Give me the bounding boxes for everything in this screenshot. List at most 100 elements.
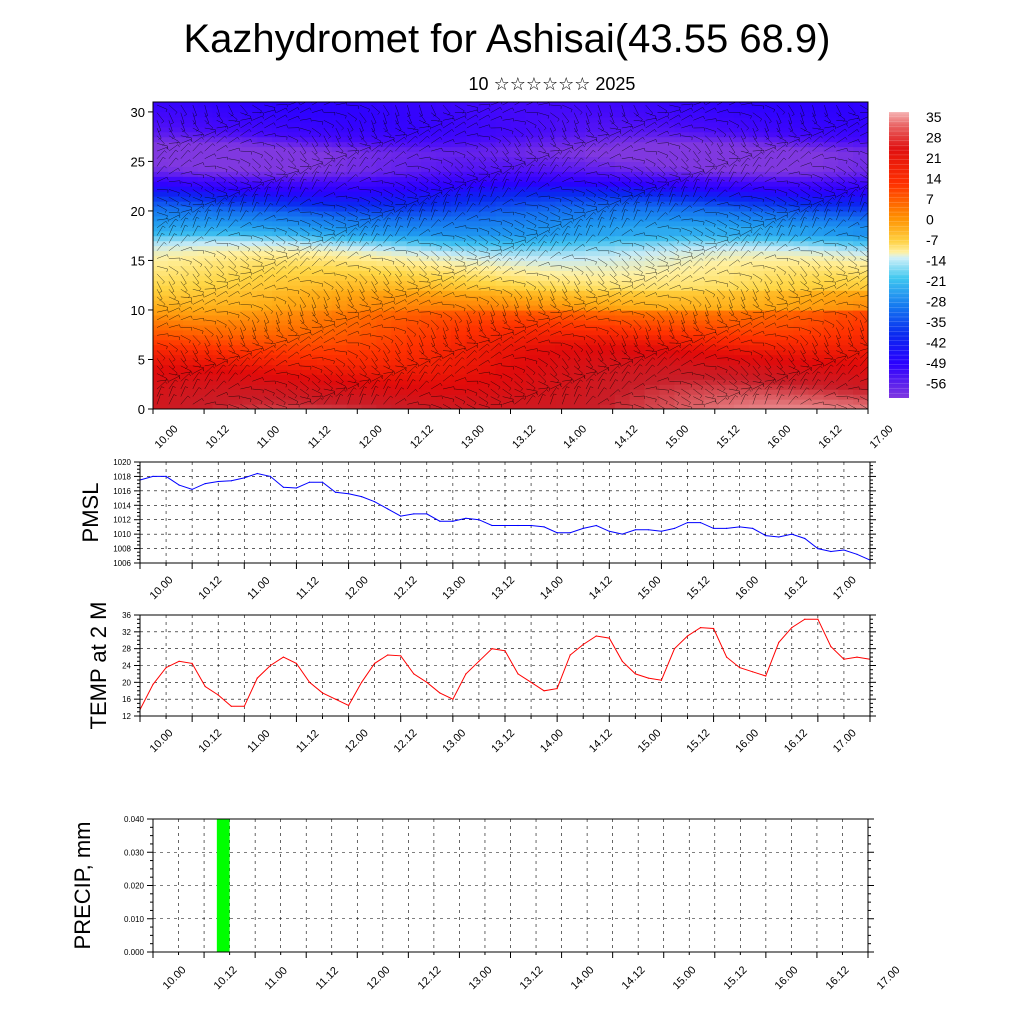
heatmap-cell (436, 176, 452, 182)
heatmap-cell (689, 379, 705, 385)
heatmap-cell (778, 121, 795, 128)
heatmap-cell (331, 379, 348, 385)
wind-barb-flag (340, 164, 344, 166)
heatmap-cell (570, 270, 586, 276)
wind-barb-flag (393, 184, 395, 188)
wind-barb (335, 172, 343, 182)
heatmap-cell (510, 334, 526, 341)
heatmap-cell (182, 205, 199, 212)
wind-barb-flag (426, 256, 429, 260)
heatmap-cell (555, 275, 571, 281)
heatmap-cell (629, 314, 646, 321)
heatmap-cell (659, 300, 675, 306)
heatmap-cell (719, 225, 735, 232)
wind-barb (359, 143, 371, 147)
heatmap-cell (361, 220, 378, 227)
wind-barb-flag (270, 157, 274, 161)
heatmap-cell (167, 240, 184, 247)
heatmap-cell (823, 146, 839, 153)
heatmap-cell (838, 250, 854, 257)
wind-barb (180, 342, 188, 352)
wind-barb (359, 322, 370, 328)
wind-barb-flag (203, 318, 205, 322)
wind-barb-flag (166, 314, 169, 318)
wind-barb-flag (440, 383, 443, 387)
heatmap-cell (704, 285, 720, 291)
heatmap-cell (331, 364, 348, 370)
heatmap-cell (733, 275, 750, 281)
heatmap-cell (197, 364, 214, 370)
wind-barb (383, 258, 395, 262)
wind-barb (347, 381, 359, 384)
heatmap-cell (793, 235, 810, 242)
heatmap-cell (301, 245, 318, 252)
heatmap-cell (450, 344, 467, 351)
heatmap-cell (153, 295, 169, 301)
wind-barb-flag (223, 380, 227, 384)
heatmap-cell (272, 384, 288, 390)
heatmap-cell (376, 270, 392, 276)
heatmap-cell (406, 250, 422, 257)
wind-barb (407, 258, 416, 267)
heatmap-cell (331, 329, 348, 336)
heatmap-cell (287, 191, 303, 197)
heatmap-cell (555, 116, 571, 123)
heatmap-cell (242, 205, 258, 212)
wind-barb (168, 104, 178, 113)
wind-barb (347, 273, 358, 280)
wind-barb-flag (238, 160, 240, 164)
wind-barb-flag (380, 209, 382, 213)
heatmap-cell (748, 176, 765, 182)
wind-barb (395, 378, 401, 390)
wind-barb (180, 209, 192, 213)
wind-barb-flag (190, 183, 192, 188)
heatmap-cell (331, 191, 348, 197)
wind-barb-flag (201, 398, 204, 402)
wind-barb (168, 265, 179, 273)
heatmap-cells (153, 102, 868, 409)
heatmap-cell (212, 181, 229, 187)
heatmap-cell (450, 270, 467, 276)
wind-barb (431, 395, 443, 397)
heatmap-cell (540, 136, 556, 143)
wind-barb-flag (315, 144, 319, 147)
heatmap-cell (153, 102, 169, 108)
heatmap-cell (853, 250, 868, 257)
heatmap-cell (838, 354, 854, 361)
heatmap-cell (853, 141, 868, 148)
wind-barb-flag (238, 232, 241, 236)
heatmap-cell (480, 319, 497, 326)
wind-barb (347, 265, 359, 267)
heatmap-cell (599, 225, 616, 232)
heatmap-cell (421, 265, 437, 271)
heatmap-cell (823, 235, 839, 242)
heatmap-cell (421, 399, 437, 405)
heatmap-cell (301, 295, 318, 301)
heatmap-cell (227, 215, 243, 222)
heatmap-cell (644, 186, 661, 192)
wind-barb (407, 209, 412, 221)
wind-barb-flag (369, 307, 371, 311)
heatmap-cell (853, 210, 868, 217)
wind-barb-flag (398, 217, 402, 219)
wind-barb (347, 174, 356, 182)
heatmap-cell (436, 314, 452, 321)
heatmap-cell (614, 141, 631, 148)
heatmap-cell (376, 344, 392, 351)
heatmap-cell (778, 161, 795, 167)
wind-barb (419, 250, 429, 257)
wind-barb-flag (334, 324, 336, 327)
heatmap-cell (227, 171, 243, 177)
wind-barb-flag (320, 243, 323, 247)
wind-barb (442, 335, 448, 346)
wind-barb-flag (423, 266, 427, 269)
wind-barb (431, 147, 442, 152)
heatmap-cell (540, 235, 556, 242)
heatmap-cell (465, 151, 482, 158)
wind-barb (228, 372, 236, 382)
heatmap-cell (391, 324, 407, 331)
heatmap-cell (823, 220, 839, 227)
wind-barb-flag (273, 122, 276, 126)
heatmap-cell (674, 374, 690, 380)
heatmap-cell (674, 156, 690, 163)
